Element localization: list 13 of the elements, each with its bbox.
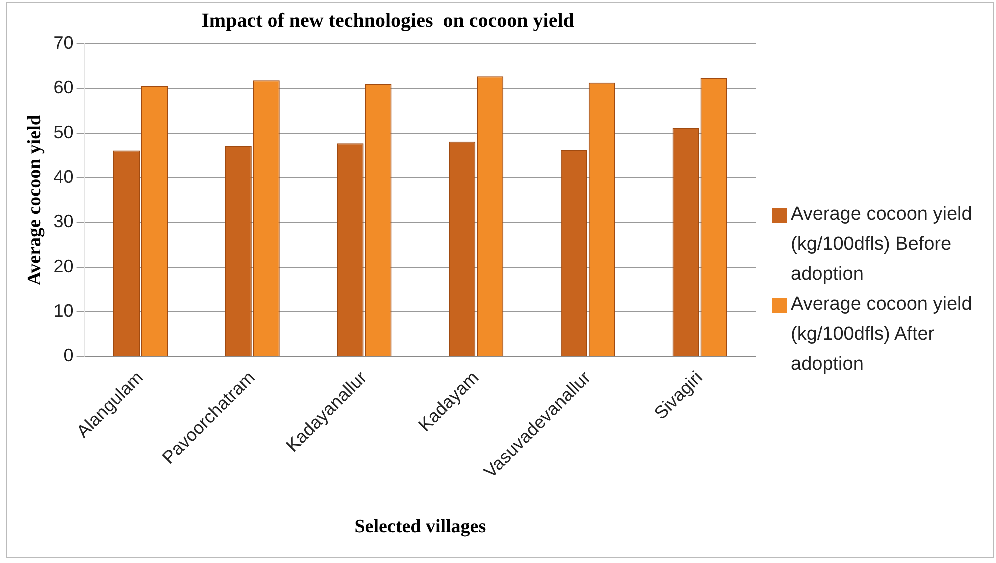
y-tick-label: 10 — [54, 300, 74, 321]
y-tick-label: 40 — [54, 166, 74, 187]
y-tick-label: 30 — [54, 212, 74, 232]
y-axis-title: Average cocoon yield — [24, 114, 46, 286]
y-tick-label: 50 — [54, 122, 74, 142]
y-tick-label: 20 — [54, 256, 74, 276]
chart-title: Impact of new technologies on cocoon yield — [202, 10, 574, 32]
x-axis-title: Selected villages — [354, 516, 486, 538]
y-tick-label: 0 — [64, 346, 74, 366]
legend-label: Average cocoon yield (kg/100dfls) Before adoption — [791, 203, 974, 287]
y-tick-label: 60 — [54, 78, 74, 98]
y-tick-label: 70 — [54, 32, 74, 53]
legend-label: Average cocoon yield (kg/100dfls) After adoption — [791, 293, 974, 377]
